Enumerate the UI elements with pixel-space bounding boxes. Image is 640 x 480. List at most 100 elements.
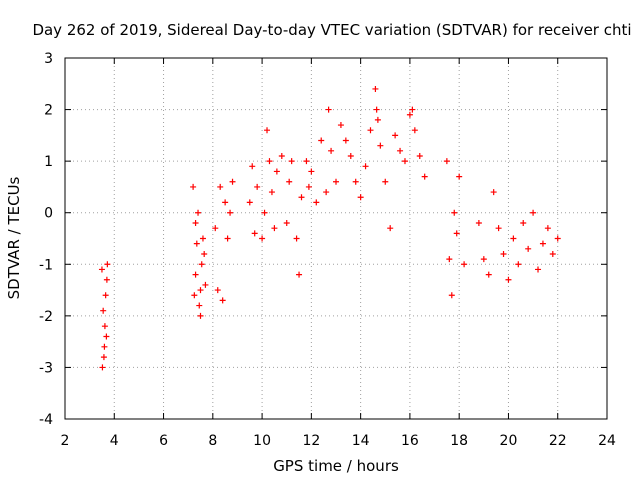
data-point: [197, 287, 204, 294]
data-point: [510, 235, 517, 242]
data-point: [313, 199, 320, 206]
data-point: [549, 250, 556, 257]
data-point: [246, 199, 253, 206]
data-point: [271, 225, 278, 232]
data-point: [100, 354, 107, 361]
data-point: [219, 297, 226, 304]
data-point: [520, 220, 527, 227]
data-point: [530, 209, 537, 216]
data-point: [217, 183, 224, 190]
data-point: [229, 178, 236, 185]
data-point: [416, 152, 423, 159]
data-point: [406, 111, 413, 118]
data-point: [535, 266, 542, 273]
data-point: [104, 261, 111, 268]
data-point: [264, 127, 271, 134]
data-point: [451, 209, 458, 216]
x-tick-label: 12: [302, 433, 320, 449]
x-tick-label: 8: [208, 433, 217, 449]
data-point: [283, 220, 290, 227]
y-tick-label: -4: [39, 412, 53, 428]
chart-title: Day 262 of 2019, Sidereal Day-to-day VTE…: [32, 21, 631, 39]
x-tick-label: 10: [253, 433, 271, 449]
axis-ticks: [64, 57, 608, 420]
data-point: [328, 147, 335, 154]
data-point: [190, 183, 197, 190]
data-point: [318, 137, 325, 144]
y-tick-label: -1: [39, 257, 53, 273]
data-point: [377, 142, 384, 149]
data-point: [296, 271, 303, 278]
data-point: [195, 209, 202, 216]
data-point: [357, 194, 364, 201]
data-point: [101, 323, 108, 330]
x-tick-label: 16: [401, 433, 419, 449]
data-point: [266, 158, 273, 165]
x-tick-label: 24: [598, 433, 616, 449]
data-point: [278, 152, 285, 159]
data-point: [254, 183, 261, 190]
data-point: [525, 245, 532, 252]
data-point: [554, 235, 561, 242]
data-point: [515, 261, 522, 268]
data-point: [268, 189, 275, 196]
data-point: [337, 122, 344, 129]
y-tick-label: 1: [44, 154, 53, 170]
data-point: [198, 261, 205, 268]
data-point: [490, 189, 497, 196]
data-point: [214, 287, 221, 294]
data-point: [421, 173, 428, 180]
data-point: [101, 343, 108, 350]
data-point: [201, 250, 208, 257]
data-point: [103, 333, 110, 340]
data-point: [259, 235, 266, 242]
data-point: [392, 132, 399, 139]
data-point: [192, 220, 199, 227]
data-point: [448, 292, 455, 299]
data-point: [286, 178, 293, 185]
data-point: [325, 106, 332, 113]
plot-frame: [64, 57, 608, 420]
y-tick-label: -2: [39, 309, 53, 325]
data-point: [446, 256, 453, 263]
y-tick-label: 3: [44, 51, 53, 67]
data-point: [261, 209, 268, 216]
y-tick-label: -3: [39, 360, 53, 376]
data-point: [362, 163, 369, 170]
data-point: [505, 276, 512, 283]
y-tick-label: 0: [44, 206, 53, 222]
data-point: [374, 116, 381, 123]
data-point: [197, 312, 204, 319]
data-point: [544, 225, 551, 232]
x-tick-label: 22: [549, 433, 567, 449]
data-point: [293, 235, 300, 242]
data-point: [373, 106, 380, 113]
data-point: [500, 250, 507, 257]
data-point: [249, 163, 256, 170]
data-point: [347, 152, 354, 159]
data-point: [102, 292, 109, 299]
data-point: [227, 209, 234, 216]
data-point: [323, 189, 330, 196]
data-point: [212, 225, 219, 232]
data-point: [298, 194, 305, 201]
x-tick-label: 6: [159, 433, 168, 449]
data-point: [495, 225, 502, 232]
data-point: [485, 271, 492, 278]
data-point: [202, 281, 209, 288]
data-point: [100, 307, 107, 314]
data-point: [480, 256, 487, 263]
data-point: [409, 106, 416, 113]
data-point: [382, 178, 389, 185]
data-point: [192, 271, 199, 278]
data-point: [273, 168, 280, 175]
data-point: [98, 266, 105, 273]
x-tick-labels: 2 4 6 8 10 12 14 16 18 20 22 24: [61, 433, 616, 449]
data-point: [539, 240, 546, 247]
data-point: [367, 127, 374, 134]
data-point: [461, 261, 468, 268]
data-point: [352, 178, 359, 185]
data-point: [251, 230, 258, 237]
y-axis-label: SDTVAR / TECUs: [5, 176, 23, 299]
